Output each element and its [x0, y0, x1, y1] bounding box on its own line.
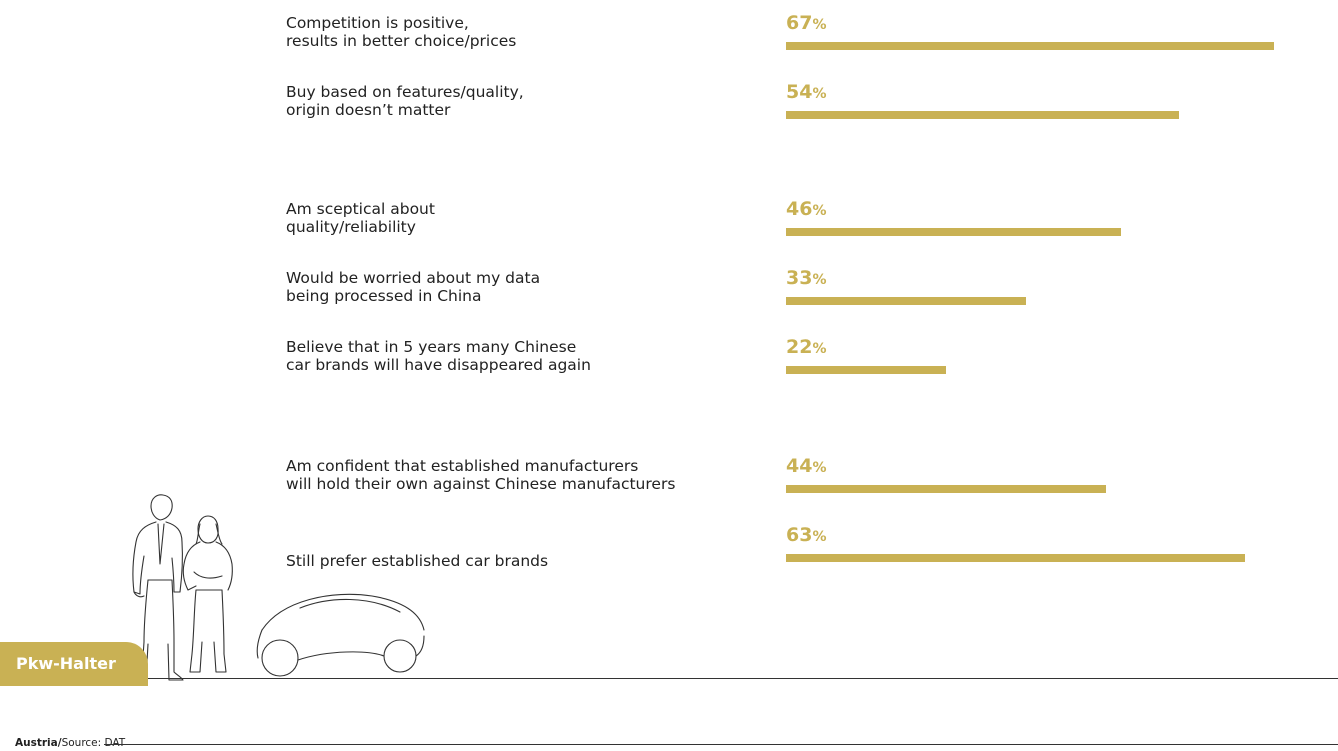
- source-note: Austria/Source: DAT: [15, 737, 125, 749]
- category-label: Competition is positive, results in bette…: [286, 14, 517, 50]
- value-number: 33: [786, 267, 813, 289]
- source-divider: [104, 744, 1338, 745]
- value-number: 46: [786, 198, 813, 220]
- ground-line: [148, 678, 1338, 679]
- value-unit: %: [812, 460, 827, 476]
- source-country: Austria/: [15, 737, 62, 749]
- category-label: Would be worried about my data being proc…: [286, 269, 541, 305]
- value-label: 44%: [786, 455, 826, 479]
- value-unit: %: [812, 341, 827, 357]
- value-unit: %: [812, 17, 827, 33]
- value-label: 67%: [786, 12, 826, 36]
- category-label: Believe that in 5 years many Chinese car …: [286, 338, 591, 374]
- bar: [786, 554, 1245, 562]
- value-number: 44: [786, 455, 813, 477]
- value-label: 22%: [786, 336, 826, 360]
- bar: [786, 366, 946, 374]
- value-unit: %: [812, 203, 827, 219]
- bar: [786, 111, 1179, 119]
- category-label: Am confident that established manufactur…: [286, 457, 676, 493]
- value-number: 63: [786, 524, 813, 546]
- value-label: 33%: [786, 267, 826, 291]
- value-unit: %: [812, 529, 827, 545]
- value-label: 46%: [786, 198, 826, 222]
- category-label: Still prefer established car brands: [286, 552, 549, 570]
- value-unit: %: [812, 86, 827, 102]
- bar: [786, 228, 1121, 236]
- value-label: 63%: [786, 524, 826, 548]
- value-label: 54%: [786, 81, 826, 105]
- bar: [786, 485, 1106, 493]
- category-label: Am sceptical about quality/reliability: [286, 200, 435, 236]
- source-text: Source: DAT: [61, 737, 126, 749]
- category-label: Buy based on features/quality, origin doe…: [286, 83, 524, 119]
- value-unit: %: [812, 272, 827, 288]
- respondent-group-badge: Pkw-Halter: [0, 642, 148, 686]
- value-number: 67: [786, 12, 813, 34]
- respondent-group-label: Pkw-Halter: [16, 654, 116, 673]
- value-number: 54: [786, 81, 813, 103]
- bar: [786, 297, 1026, 305]
- bar: [786, 42, 1274, 50]
- value-number: 22: [786, 336, 813, 358]
